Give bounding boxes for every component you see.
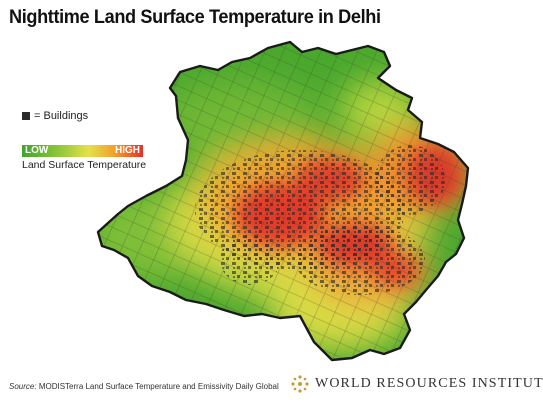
source-note: Source: MODISTerra Land Surface Temperat… <box>9 382 279 391</box>
wri-brand-name: WORLD RESOURCES INSTITUTE <box>315 376 543 391</box>
map-title: Nighttime Land Surface Temperature in De… <box>9 6 381 28</box>
temperature-gradient-bar: LOW HIGH <box>22 145 143 157</box>
source-text: MODISTerra Land Surface Temperature and … <box>38 382 279 391</box>
scale-caption: Land Surface Temperature <box>22 159 147 171</box>
source-label: Source: <box>9 382 37 391</box>
buildings-legend-label: = Buildings <box>34 110 89 122</box>
scale-high-label: HIGH <box>115 145 140 156</box>
buildings-legend: = Buildings <box>22 110 88 122</box>
wri-brand: WORLD RESOURCES INSTITUTE <box>290 374 543 394</box>
wri-starburst-icon <box>291 375 309 393</box>
building-swatch-icon <box>22 112 30 120</box>
scale-low-label: LOW <box>25 145 49 156</box>
temperature-scale-legend: LOW HIGH Land Surface Temperature <box>22 145 147 171</box>
